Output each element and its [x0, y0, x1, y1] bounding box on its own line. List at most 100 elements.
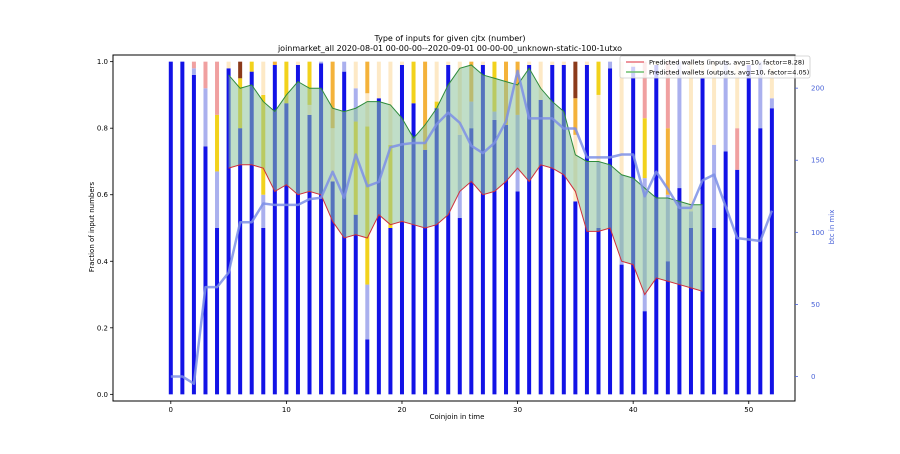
bar-segment: [353, 61, 358, 89]
bar-segment: [642, 118, 647, 179]
bar-segment: [538, 99, 543, 395]
bar-segment: [596, 61, 601, 95]
x-axis-label: Coinjoin in time: [430, 413, 485, 421]
bar-segment: [769, 98, 774, 109]
y2-tick-label: 100: [811, 229, 824, 237]
bar-segment: [388, 228, 393, 395]
bar-segment: [712, 144, 717, 228]
bar-segment: [376, 61, 381, 99]
bar-segment: [261, 194, 266, 228]
y-tick-label: 0.2: [97, 324, 108, 332]
bar-segment: [735, 128, 740, 170]
bar-segment: [480, 64, 485, 395]
bar-segment: [688, 228, 693, 395]
bar-segment: [215, 61, 220, 115]
bar-segment: [203, 146, 208, 395]
bar-segment: [330, 61, 335, 129]
bar-segment: [353, 88, 358, 122]
chart-subtitle: joinmarket_all 2020-08-01 00-00-00--2020…: [277, 44, 622, 53]
y-axis-label: Fraction of input numbers: [88, 181, 96, 272]
bar-segment: [238, 61, 243, 79]
x-tick-label: 10: [282, 406, 291, 414]
bar-segment: [272, 64, 277, 395]
chart-title: Type of inputs for given cjtx (number): [373, 34, 525, 43]
bar-segment: [215, 171, 220, 228]
bar-segment: [399, 64, 404, 395]
bar-segment: [168, 61, 173, 395]
bar-segment: [527, 64, 532, 395]
bar-segment: [573, 61, 578, 99]
bar-segment: [423, 149, 428, 395]
bar-segment: [261, 228, 266, 395]
bar-segment: [492, 119, 497, 395]
bar-segment: [249, 61, 254, 72]
bar-segment: [584, 61, 589, 65]
bar-segment: [319, 63, 324, 395]
bar-segment: [723, 61, 728, 152]
bar-segment: [191, 74, 196, 395]
bar-segment: [712, 61, 717, 145]
bar-segment: [746, 64, 751, 395]
band-upper-line: [228, 64, 703, 206]
bar-segment: [215, 114, 220, 172]
bar-segment: [249, 71, 254, 395]
bar-segment: [319, 61, 324, 64]
btc-in-mix-line: [170, 69, 774, 385]
bar-segment: [619, 264, 624, 395]
x-tick-label: 0: [169, 406, 173, 414]
bar-segment: [550, 64, 555, 395]
x-tick-label: 20: [398, 406, 407, 414]
bar-segment: [561, 64, 566, 395]
bar-segment: [342, 61, 347, 72]
plot-frame: [112, 54, 796, 402]
bar-segment: [272, 61, 277, 65]
x-tick-label: 50: [744, 406, 753, 414]
bar-segment: [457, 218, 462, 395]
y-tick-label: 0.4: [97, 258, 109, 266]
y2-tick-label: 50: [811, 301, 820, 309]
bar-segment: [688, 61, 693, 212]
bar-segment: [446, 61, 451, 65]
bar-segment: [446, 64, 451, 395]
bar-segment: [226, 61, 231, 69]
y-tick-label: 0.8: [97, 125, 108, 133]
bar-segment: [608, 68, 613, 395]
bar-segment: [596, 94, 601, 162]
y-tick-label: 0.0: [97, 391, 108, 399]
bar-segment: [411, 61, 416, 104]
legend-box: [619, 55, 811, 79]
bar-segment: [434, 108, 439, 395]
bar-segment: [180, 61, 185, 395]
bar-segment: [295, 61, 300, 65]
bar-segment: [665, 61, 670, 129]
bar-segment: [723, 151, 728, 395]
bar-segment: [365, 339, 370, 395]
bar-segment: [561, 61, 566, 65]
bar-segment: [353, 214, 358, 395]
bar-segment: [411, 103, 416, 395]
bar-segment: [480, 61, 485, 65]
bar-segment: [307, 114, 312, 395]
bar-segment: [284, 61, 289, 104]
bar-segment: [261, 61, 266, 95]
bar-segment: [191, 61, 196, 69]
bar-segment: [434, 61, 439, 102]
bar-segment: [191, 68, 196, 75]
bar-segment: [550, 61, 555, 65]
y2-tick-label: 0: [811, 373, 815, 381]
bar-segment: [596, 228, 601, 395]
bar-segment: [735, 169, 740, 395]
bar-segment: [677, 61, 682, 189]
bar-segment: [758, 61, 763, 129]
bar-segment: [573, 98, 578, 135]
y-tick-label: 0.6: [97, 191, 109, 199]
bar-segment: [712, 228, 717, 395]
y2-tick-label: 200: [811, 85, 824, 93]
y2-tick-label: 150: [811, 157, 824, 165]
bar-segment: [527, 61, 532, 65]
bar-segment: [203, 61, 208, 89]
btc-line-layer: [170, 69, 774, 385]
bar-segment: [538, 61, 543, 100]
